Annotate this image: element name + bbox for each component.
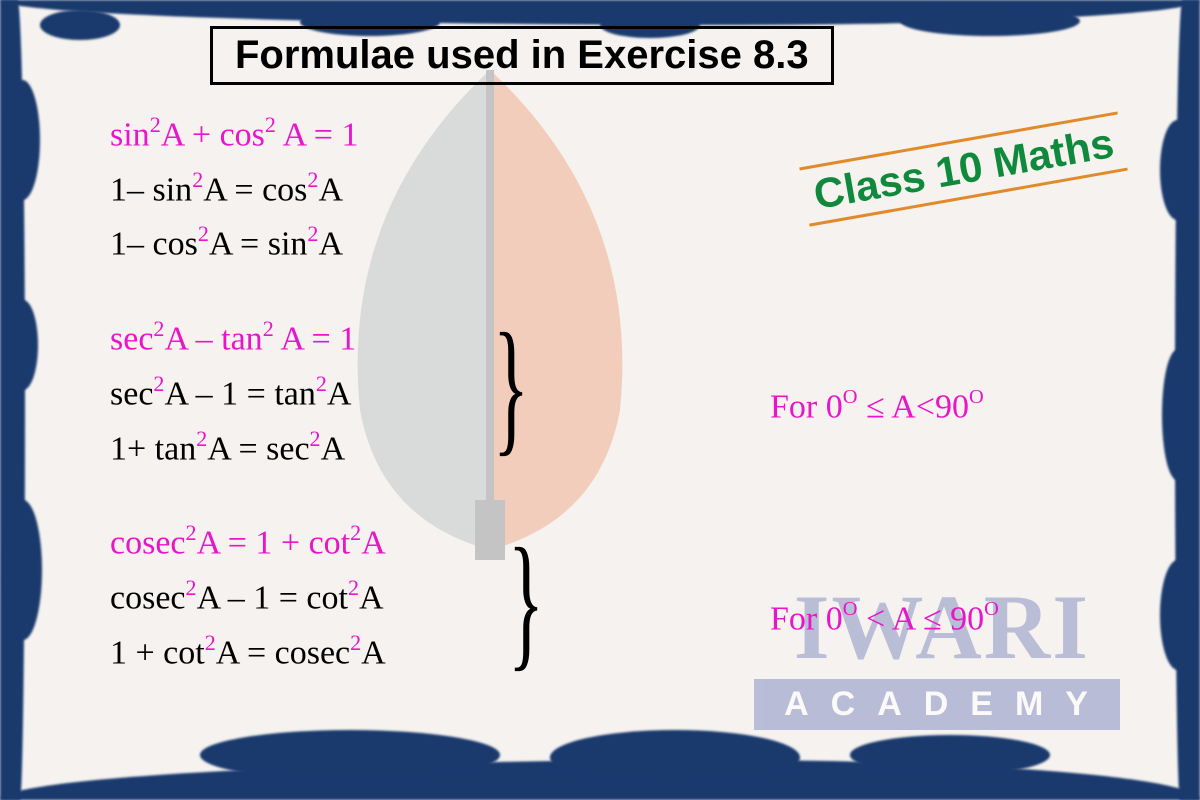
formula-1-tan2: 1+ tan2A = sec2A	[110, 422, 386, 477]
condition-2: For 0O < A ≤ 90O	[770, 600, 999, 638]
identity-group-1: sin2A + cos2 A = 1 1– sin2A = cos2A 1– c…	[110, 108, 386, 272]
formula-cosec2-1: cosec2A – 1 = cot2A	[110, 571, 386, 626]
formula-cosec2-cot2: cosec2A = 1 + cot2A	[110, 516, 386, 571]
grunge-border-left	[0, 0, 50, 800]
grunge-border-bottom	[0, 720, 1200, 800]
identity-group-2: sec2A – tan2 A = 1 sec2A – 1 = tan2A 1+ …	[110, 312, 386, 476]
brace-icon: }	[508, 515, 544, 687]
class-badge: Class 10 Maths	[810, 119, 1117, 219]
brace-icon: }	[493, 300, 529, 472]
identity-group-3: cosec2A = 1 + cot2A cosec2A – 1 = cot2A …	[110, 516, 386, 680]
formula-sec2-1: sec2A – 1 = tan2A	[110, 367, 386, 422]
condition-1: For 0O ≤ A<90O	[770, 388, 984, 426]
formula-1-sin2: 1– sin2A = cos2A	[110, 163, 386, 218]
page-title: Formulae used in Exercise 8.3	[210, 26, 834, 85]
formula-sin2-cos2: sin2A + cos2 A = 1	[110, 108, 386, 163]
formula-1-cot2: 1 + cot2A = cosec2A	[110, 626, 386, 681]
grunge-border-right	[1150, 0, 1200, 800]
formula-sec2-tan2: sec2A – tan2 A = 1	[110, 312, 386, 367]
academy-watermark: ACADEMY	[754, 679, 1120, 730]
formula-area: sin2A + cos2 A = 1 1– sin2A = cos2A 1– c…	[110, 108, 386, 720]
formula-1-cos2: 1– cos2A = sin2A	[110, 217, 386, 272]
